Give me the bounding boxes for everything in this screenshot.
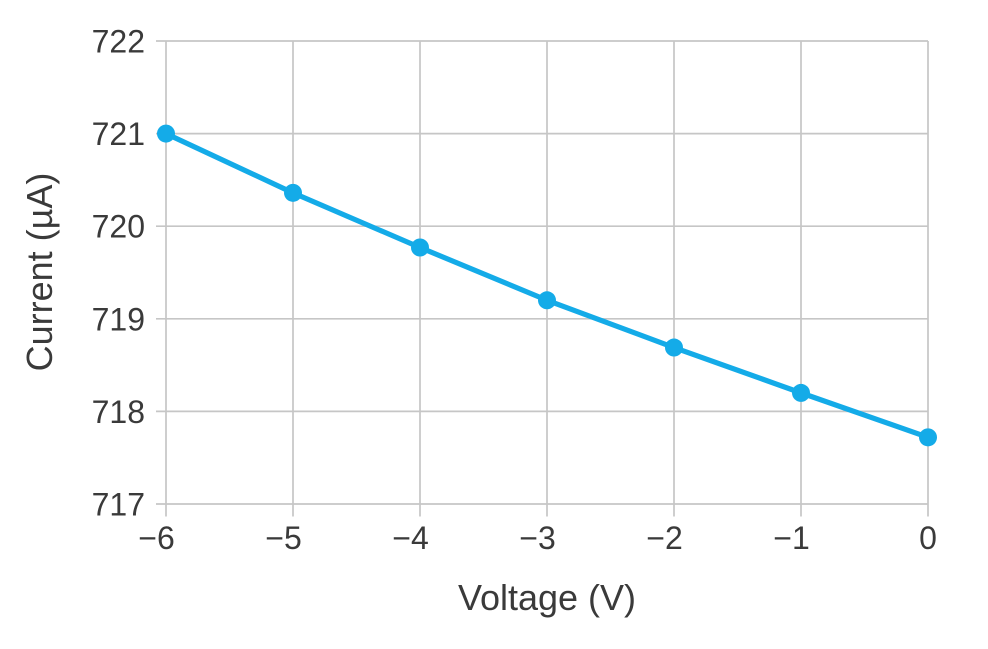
gridlines [156,40,929,517]
y-axis-tick-labels: 717 718 719 720 721 722 [92,24,145,523]
x-axis-title: Voltage (V) [458,577,636,618]
y-tick-label: 717 [92,487,145,523]
data-point-marker [919,428,937,447]
data-point-marker [284,183,302,202]
x-tick-label: −4 [392,520,428,556]
y-tick-label: 719 [92,301,145,337]
x-tick-label: −1 [773,520,809,556]
x-tick-label: −6 [138,520,174,556]
x-tick-label: −5 [265,520,301,556]
data-point-marker [157,124,175,143]
data-point-marker [411,238,429,257]
x-axis-tick-labels: −6 −5 −4 −3 −2 −1 0 [138,520,937,556]
y-tick-label: 720 [92,209,145,245]
data-point-marker [665,338,683,357]
data-point-marker [792,383,810,402]
x-tick-label: 0 [919,520,937,556]
y-tick-label: 721 [92,116,145,152]
y-tick-label: 718 [92,394,145,430]
data-series [157,124,937,447]
x-tick-label: −3 [519,520,555,556]
y-axis-title: Current (µA) [19,173,60,372]
y-tick-label: 722 [92,24,145,60]
data-point-marker [538,291,556,310]
x-tick-label: −2 [646,520,682,556]
